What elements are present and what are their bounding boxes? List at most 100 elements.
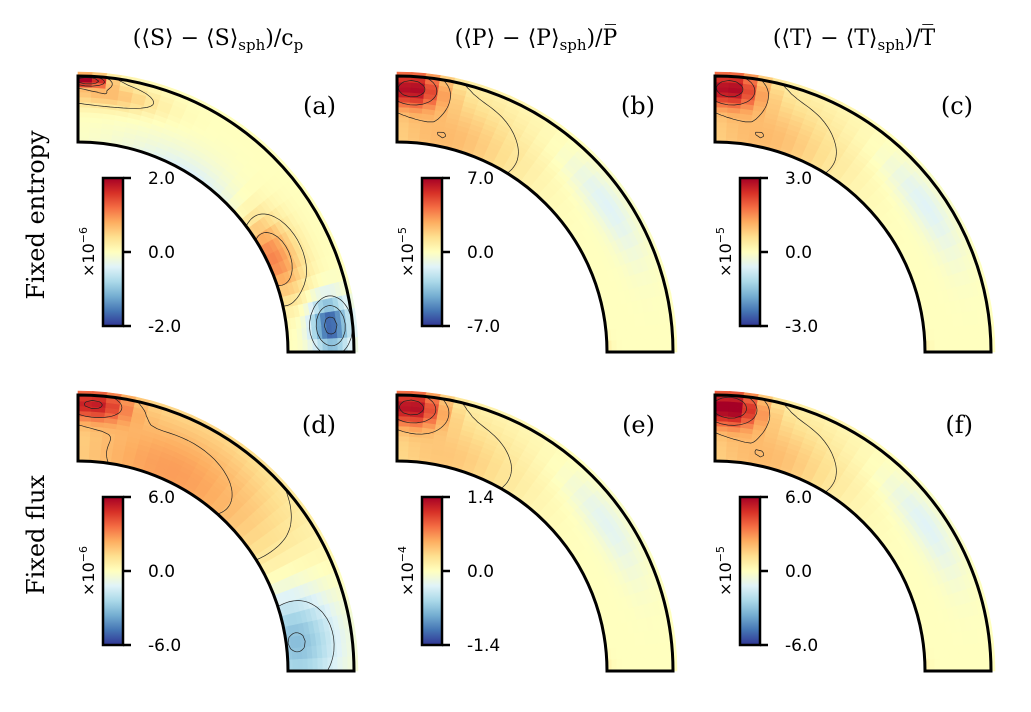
domain-outline xyxy=(713,393,993,673)
field-cell xyxy=(631,658,638,672)
colorbar-body xyxy=(738,176,762,328)
field-cell xyxy=(949,339,956,353)
contour-line xyxy=(714,396,758,426)
colorbar-scale-label: ×10−5 xyxy=(714,227,735,277)
field-cell xyxy=(949,658,956,672)
field-cell xyxy=(636,657,643,672)
field-cell xyxy=(714,425,729,432)
field-cell xyxy=(944,658,951,672)
panels-group: (a) 2.0 0.0 -2.0 ×10−6 (b) 7.0 0.0 -7.0 ×10−5 (c) 3… xyxy=(76,71,996,673)
row-label-fixed-flux: Fixed flux xyxy=(22,475,50,596)
colorbar-tick-label: -3.0 xyxy=(785,317,818,337)
field-cell xyxy=(342,337,349,353)
colorbar-tick-label: 7.0 xyxy=(467,169,494,189)
panel-label: (a) xyxy=(303,92,336,120)
field-cell xyxy=(77,96,92,103)
field-cell xyxy=(322,338,329,353)
contour-line xyxy=(396,75,438,106)
colorbar: 3.0 0.0 -3.0 ×10−5 xyxy=(714,169,818,337)
colorbar-tick-label: 2.0 xyxy=(148,169,175,189)
field-cell xyxy=(396,440,410,447)
field-cell xyxy=(934,339,941,353)
field-cell xyxy=(621,339,628,353)
field-cell xyxy=(714,106,729,113)
field-cell xyxy=(77,131,90,138)
contour-field xyxy=(396,390,678,672)
field-cell xyxy=(714,131,727,138)
panel-label: (b) xyxy=(621,92,655,120)
contour-line xyxy=(396,79,451,139)
field-cell xyxy=(307,339,314,353)
field-cell xyxy=(396,450,409,457)
domain-outline xyxy=(76,393,356,673)
contour-field xyxy=(77,71,359,353)
field-cell xyxy=(959,657,966,672)
colorbar-scale-label: ×10−4 xyxy=(396,546,417,596)
colorbar-tick-label: 6.0 xyxy=(785,488,812,508)
panel-d: (d) 6.0 0.0 -6.0 ×10−6 xyxy=(76,390,359,673)
column-title-pressure: (⟨P⟩ − ⟨P⟩sph)/P̅ xyxy=(455,24,618,54)
field-cell xyxy=(337,656,344,672)
field-cell xyxy=(396,400,412,407)
colorbar-tick-label: -7.0 xyxy=(467,317,500,337)
field-cell xyxy=(714,121,728,128)
field-cell xyxy=(307,658,314,672)
field-cell xyxy=(714,405,730,412)
field-cell xyxy=(77,450,90,457)
contour-line xyxy=(396,398,450,435)
field-cell xyxy=(626,339,633,353)
panel-f: (f) 6.0 0.0 -6.0 ×10−5 xyxy=(713,390,996,673)
field-cell xyxy=(292,659,299,672)
contour-lines xyxy=(714,75,837,174)
field-cell xyxy=(292,340,299,353)
field-cell xyxy=(714,400,730,407)
field-cell xyxy=(611,340,618,353)
colorbar-tick-label: -2.0 xyxy=(148,317,181,337)
field-cell xyxy=(77,435,91,442)
field-cell xyxy=(322,657,329,672)
colorbar-tick-label: 0.0 xyxy=(148,243,175,263)
field-cell xyxy=(396,106,411,113)
field-cell xyxy=(974,656,981,672)
field-cell xyxy=(396,415,411,422)
colorbar-tick-label: -6.0 xyxy=(785,636,818,656)
field-cell xyxy=(302,339,309,353)
colorbar-body xyxy=(101,495,125,647)
contour-line xyxy=(714,75,756,106)
field-cell xyxy=(651,657,658,672)
field-cell xyxy=(396,405,412,412)
column-title-temperature: (⟨T⟩ − ⟨T⟩sph)/T̅ xyxy=(773,24,936,54)
field-cell xyxy=(77,440,91,447)
panel-label: (c) xyxy=(941,92,973,120)
field-cell xyxy=(77,445,91,452)
colorbar-tick-label: -1.4 xyxy=(467,636,500,656)
colorbar-scale-label: ×10−5 xyxy=(714,546,735,596)
field-cell xyxy=(77,430,91,437)
colorbar-body xyxy=(738,495,762,647)
field-cell xyxy=(934,658,941,672)
colorbar-tick-label: 0.0 xyxy=(785,562,812,582)
contour-line xyxy=(83,400,103,409)
panel-c: (c) 3.0 0.0 -3.0 ×10−5 xyxy=(713,71,996,354)
field-cell xyxy=(714,450,727,457)
field-cell xyxy=(661,337,668,353)
field-cell xyxy=(77,126,91,133)
colorbar-body xyxy=(420,495,444,647)
contour-line xyxy=(398,80,426,98)
field-cell xyxy=(641,338,648,353)
field-cell xyxy=(631,339,638,353)
field-cell xyxy=(666,337,673,353)
panel-e: (e) 1.4 0.0 -1.4 ×10−4 xyxy=(395,390,678,673)
field-cell xyxy=(396,410,411,417)
field-cell xyxy=(944,339,951,353)
colorbar-body xyxy=(420,176,444,328)
field-cell xyxy=(616,658,623,672)
colorbar: 6.0 0.0 -6.0 ×10−6 xyxy=(77,488,181,656)
field-cell xyxy=(714,445,728,452)
contour-line xyxy=(77,396,123,418)
field-cell xyxy=(77,121,91,128)
field-cell xyxy=(661,656,668,672)
panel-a: (a) 2.0 0.0 -2.0 ×10−6 xyxy=(76,71,359,354)
domain-outline xyxy=(76,74,356,354)
